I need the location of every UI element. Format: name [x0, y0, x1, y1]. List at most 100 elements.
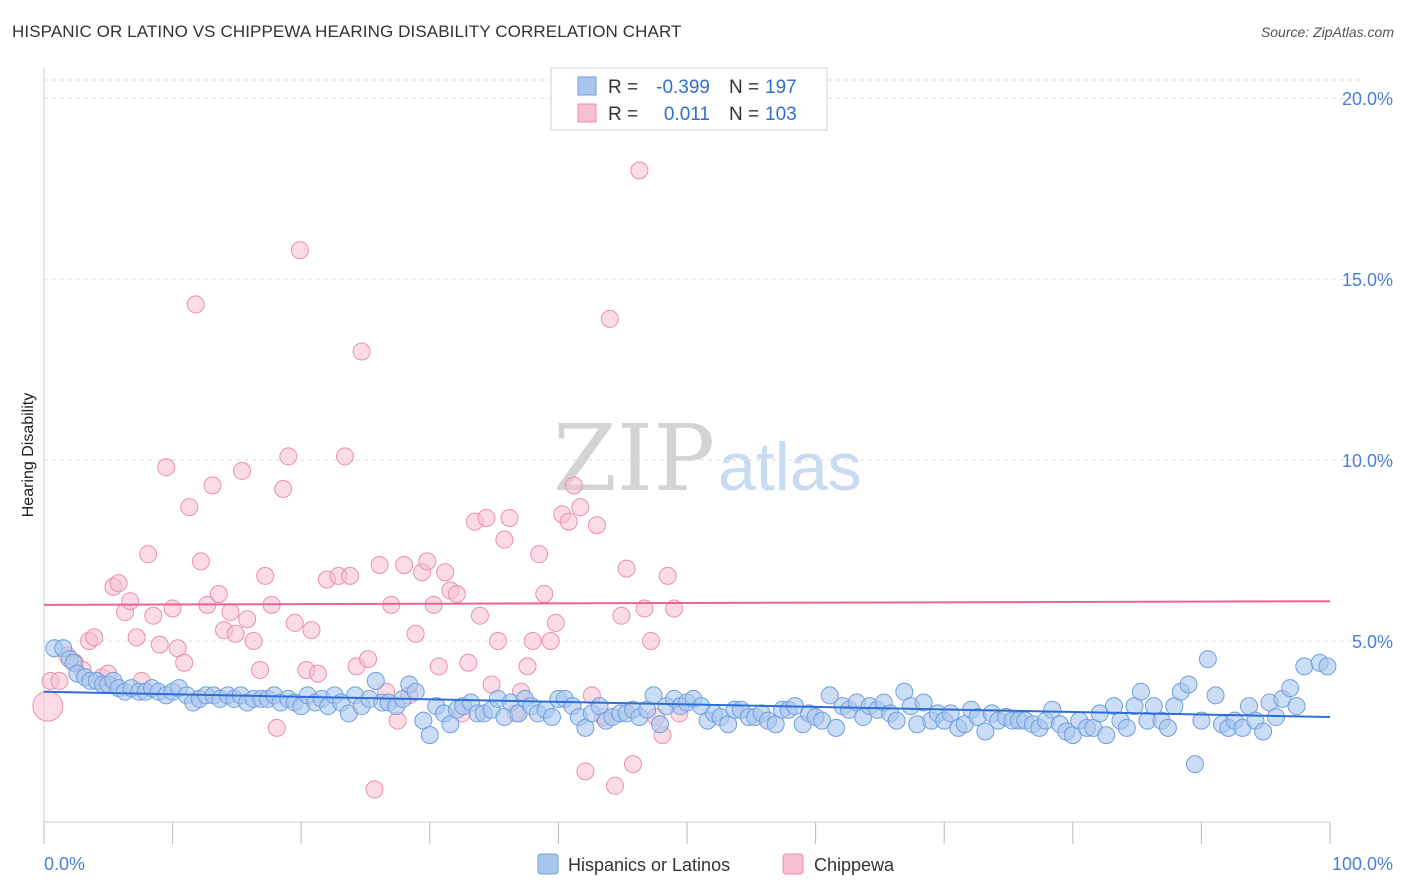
hispanic-point: [1097, 726, 1116, 745]
hispanic-point: [827, 718, 846, 737]
watermark-zip: ZIP: [553, 405, 715, 512]
chippewa-point: [617, 559, 636, 578]
legend-swatch-pink: [577, 103, 597, 123]
y-tick-label: 15.0%: [1342, 270, 1393, 290]
chippewa-point: [424, 595, 443, 614]
chippewa-point: [518, 657, 537, 676]
chippewa-point: [612, 606, 631, 625]
chippewa-point: [571, 498, 590, 517]
chippewa-point: [203, 476, 222, 495]
chippewa-point: [576, 762, 595, 781]
hispanic-point: [1185, 755, 1204, 774]
hispanic-point: [820, 686, 839, 705]
chart-title: HISPANIC OR LATINO VS CHIPPEWA HEARING D…: [12, 22, 682, 41]
y-tick-label: 10.0%: [1342, 451, 1393, 471]
chippewa-point: [221, 603, 240, 622]
hispanic-point: [1179, 675, 1198, 694]
hispanic-point: [1043, 700, 1062, 719]
legend-n-label-1: N =: [729, 77, 759, 98]
chippewa-point: [605, 776, 624, 795]
hispanic-point: [887, 711, 906, 730]
hispanic-point: [914, 693, 933, 712]
chippewa-point: [495, 530, 514, 549]
hispanic-point: [1295, 657, 1314, 676]
legend-n-value-2: 103: [765, 104, 797, 125]
chippewa-point: [630, 161, 649, 180]
chippewa-point: [139, 545, 158, 564]
chippewa-point: [256, 566, 275, 585]
chippewa-point: [665, 599, 684, 618]
y-tick-label: 5.0%: [1352, 632, 1393, 652]
y-tick-labels: 5.0% 10.0% 15.0% 20.0%: [1342, 89, 1393, 652]
chippewa-point: [127, 628, 146, 647]
y-axis-label: Hearing Disability: [20, 393, 37, 518]
bottom-swatch-blue: [537, 853, 559, 875]
chippewa-point: [233, 461, 252, 480]
chippewa-point: [564, 476, 583, 495]
hispanic-point: [406, 682, 425, 701]
chippewa-point: [523, 632, 542, 651]
chippewa-point: [459, 653, 478, 672]
chippewa-point: [163, 599, 182, 618]
bottom-legend-series1: Hispanics or Latinos: [568, 855, 730, 875]
legend-r-label-2: R =: [608, 104, 638, 125]
stats-legend: R = -0.399 N = 197 R = 0.011 N = 103: [550, 67, 828, 131]
chippewa-point: [658, 566, 677, 585]
chippewa-point: [144, 606, 163, 625]
chippewa-point: [587, 516, 606, 535]
chippewa-point: [157, 458, 176, 477]
hispanic-point: [1131, 682, 1150, 701]
hispanic-point: [1318, 657, 1337, 676]
hispanic-point: [1144, 697, 1163, 716]
x-tick-max: 100.0%: [1332, 854, 1393, 874]
hispanic-point: [420, 726, 439, 745]
chippewa-point: [500, 508, 519, 527]
gridlines: [44, 79, 1365, 642]
chippewa-point: [470, 606, 489, 625]
chippewa-point: [641, 632, 660, 651]
hispanic-points: [45, 639, 1337, 774]
hispanic-point: [542, 708, 561, 727]
chippewa-point: [302, 621, 321, 640]
hispanic-point: [813, 711, 832, 730]
y-tick-label: 20.0%: [1342, 89, 1393, 109]
legend-r-value-2: 0.011: [664, 104, 710, 125]
chippewa-point: [436, 563, 455, 582]
chippewa-point: [308, 664, 327, 683]
bottom-legend-series2: Chippewa: [814, 855, 895, 875]
chippewa-point: [530, 545, 549, 564]
chippewa-point: [488, 632, 507, 651]
chippewa-point: [559, 512, 578, 531]
chippewa-point: [365, 780, 384, 799]
chippewa-point: [418, 552, 437, 571]
chippewa-point: [546, 613, 565, 632]
chippewa-point: [175, 653, 194, 672]
chippewa-point: [406, 624, 425, 643]
hispanic-point: [366, 671, 385, 690]
chippewa-point: [352, 342, 371, 361]
hispanic-point: [1287, 697, 1306, 716]
chippewa-point: [370, 556, 389, 575]
chippewa-point: [226, 624, 245, 643]
chippewa-point: [274, 480, 293, 499]
chippewa-point: [209, 584, 228, 603]
hispanic-point: [976, 722, 995, 741]
hispanic-point: [650, 715, 669, 734]
legend-n-value-1: 197: [765, 77, 797, 98]
chippewa-point: [285, 613, 304, 632]
chippewa-point: [359, 650, 378, 669]
chippewa-point: [191, 552, 210, 571]
watermark-atlas: atlas: [718, 429, 862, 505]
chippewa-point: [238, 610, 257, 629]
chippewa-point: [109, 574, 128, 593]
chippewa-point: [623, 755, 642, 774]
chippewa-point: [244, 632, 263, 651]
chippewa-point: [251, 660, 270, 679]
legend-swatch-blue: [577, 76, 597, 96]
chippewa-point: [267, 718, 286, 737]
chippewa-point: [85, 628, 104, 647]
chippewa-point: [279, 447, 298, 466]
legend-r-value-1: -0.399: [656, 77, 710, 98]
legend-n-label-2: N =: [729, 104, 759, 125]
